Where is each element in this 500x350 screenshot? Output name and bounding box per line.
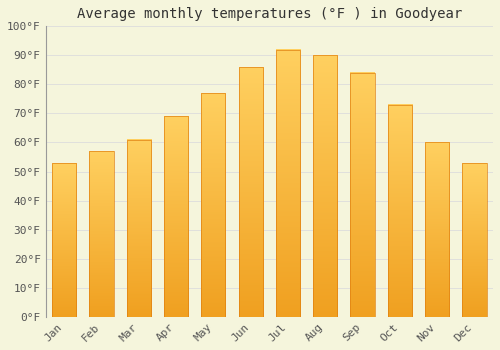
Bar: [425, 142, 449, 317]
Bar: [52, 163, 76, 317]
Bar: [350, 73, 374, 317]
Bar: [313, 55, 338, 317]
Bar: [276, 49, 300, 317]
Bar: [164, 116, 188, 317]
Bar: [462, 163, 486, 317]
Bar: [126, 140, 151, 317]
Bar: [90, 151, 114, 317]
Title: Average monthly temperatures (°F ) in Goodyear: Average monthly temperatures (°F ) in Go…: [76, 7, 462, 21]
Bar: [238, 67, 263, 317]
Bar: [388, 105, 412, 317]
Bar: [201, 93, 226, 317]
